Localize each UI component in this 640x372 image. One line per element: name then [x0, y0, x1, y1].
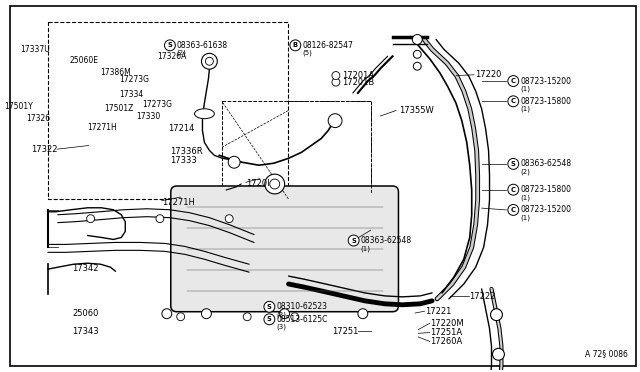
Circle shape [202, 53, 218, 69]
Text: C: C [511, 78, 516, 84]
Text: 17322: 17322 [31, 145, 57, 154]
Circle shape [412, 35, 422, 44]
Text: 17334: 17334 [119, 90, 143, 99]
Circle shape [225, 215, 233, 222]
Circle shape [348, 235, 359, 246]
Text: 17201A: 17201A [342, 71, 374, 80]
Text: C: C [511, 187, 516, 193]
Text: 17251: 17251 [332, 327, 358, 336]
Text: 17220M: 17220M [429, 319, 463, 328]
Text: 17330: 17330 [136, 112, 161, 121]
Text: S: S [351, 237, 356, 244]
Text: S: S [511, 161, 516, 167]
Text: 17251A: 17251A [429, 328, 462, 337]
Text: 17326: 17326 [27, 115, 51, 124]
Text: 25060E: 25060E [70, 55, 99, 65]
Circle shape [265, 174, 285, 194]
Circle shape [243, 313, 251, 321]
Text: B: B [293, 42, 298, 48]
Text: 17337U: 17337U [20, 45, 50, 54]
Text: 17501Y: 17501Y [4, 102, 33, 111]
FancyBboxPatch shape [171, 186, 399, 312]
Text: (1): (1) [520, 194, 530, 201]
Text: 17501Z: 17501Z [105, 104, 134, 113]
Circle shape [328, 114, 342, 128]
Circle shape [280, 309, 289, 319]
Circle shape [202, 309, 211, 319]
Text: (2): (2) [177, 50, 187, 57]
Text: 25060: 25060 [72, 308, 99, 318]
Circle shape [332, 78, 340, 86]
Text: 08363-62548: 08363-62548 [520, 160, 572, 169]
Ellipse shape [195, 109, 214, 119]
Circle shape [358, 309, 368, 319]
Circle shape [490, 309, 502, 321]
Text: 17260A: 17260A [429, 337, 462, 346]
Text: (2): (2) [520, 169, 530, 175]
Text: (1): (1) [360, 245, 371, 252]
Circle shape [270, 179, 280, 189]
Text: 17333: 17333 [170, 156, 196, 165]
Text: 17271H: 17271H [162, 198, 195, 207]
Circle shape [264, 314, 275, 325]
Text: 08723-15800: 08723-15800 [520, 185, 572, 194]
Text: 08126-82547: 08126-82547 [302, 41, 353, 50]
Text: 08723-15800: 08723-15800 [520, 97, 572, 106]
Text: 08363-61638: 08363-61638 [177, 41, 228, 50]
Circle shape [508, 184, 519, 195]
Text: 17220: 17220 [476, 70, 502, 79]
Circle shape [290, 40, 301, 51]
Bar [47, 22, 289, 199]
Bar [222, 101, 371, 193]
Text: S: S [267, 316, 272, 322]
Text: 17336R: 17336R [170, 147, 202, 155]
Text: (1): (1) [520, 86, 530, 92]
Circle shape [291, 313, 299, 321]
Circle shape [205, 57, 213, 65]
Text: 17222: 17222 [469, 292, 495, 301]
Text: 1720I: 1720I [246, 179, 269, 187]
Text: (1): (1) [520, 215, 530, 221]
Circle shape [493, 348, 504, 360]
Text: 08363-62548: 08363-62548 [360, 236, 412, 245]
Circle shape [508, 205, 519, 215]
Text: 08310-62523: 08310-62523 [276, 302, 327, 311]
Circle shape [86, 215, 95, 222]
Circle shape [508, 158, 519, 169]
Circle shape [508, 96, 519, 107]
Text: C: C [511, 207, 516, 213]
Text: 08513-6125C: 08513-6125C [276, 315, 328, 324]
Text: (5): (5) [302, 50, 312, 57]
Text: 17342: 17342 [72, 264, 99, 273]
Circle shape [177, 313, 184, 321]
Text: (3): (3) [276, 311, 286, 318]
Circle shape [164, 40, 175, 51]
Circle shape [413, 50, 421, 58]
Text: 17271H: 17271H [88, 123, 117, 132]
Circle shape [228, 156, 240, 168]
Circle shape [332, 71, 340, 80]
Text: 17343: 17343 [72, 327, 99, 336]
Text: 17326A: 17326A [157, 52, 187, 61]
Text: 17273G: 17273G [119, 75, 149, 84]
Circle shape [508, 76, 519, 87]
Text: A 72§ 0086: A 72§ 0086 [585, 349, 628, 358]
Text: 17221: 17221 [424, 307, 451, 316]
Text: 17386M: 17386M [100, 68, 131, 77]
Text: 17273G: 17273G [143, 100, 173, 109]
Text: 17214: 17214 [168, 124, 195, 134]
Text: C: C [511, 98, 516, 104]
Text: 17355W: 17355W [399, 106, 434, 115]
Text: 08723-15200: 08723-15200 [520, 205, 572, 214]
Text: 08723-15200: 08723-15200 [520, 77, 572, 86]
Circle shape [162, 309, 172, 319]
Text: 17201B: 17201B [342, 78, 374, 87]
Text: (3): (3) [276, 324, 286, 330]
Text: S: S [267, 304, 272, 310]
Circle shape [264, 301, 275, 312]
Text: S: S [168, 42, 172, 48]
Circle shape [413, 62, 421, 70]
Text: (1): (1) [520, 106, 530, 112]
Circle shape [156, 215, 164, 222]
